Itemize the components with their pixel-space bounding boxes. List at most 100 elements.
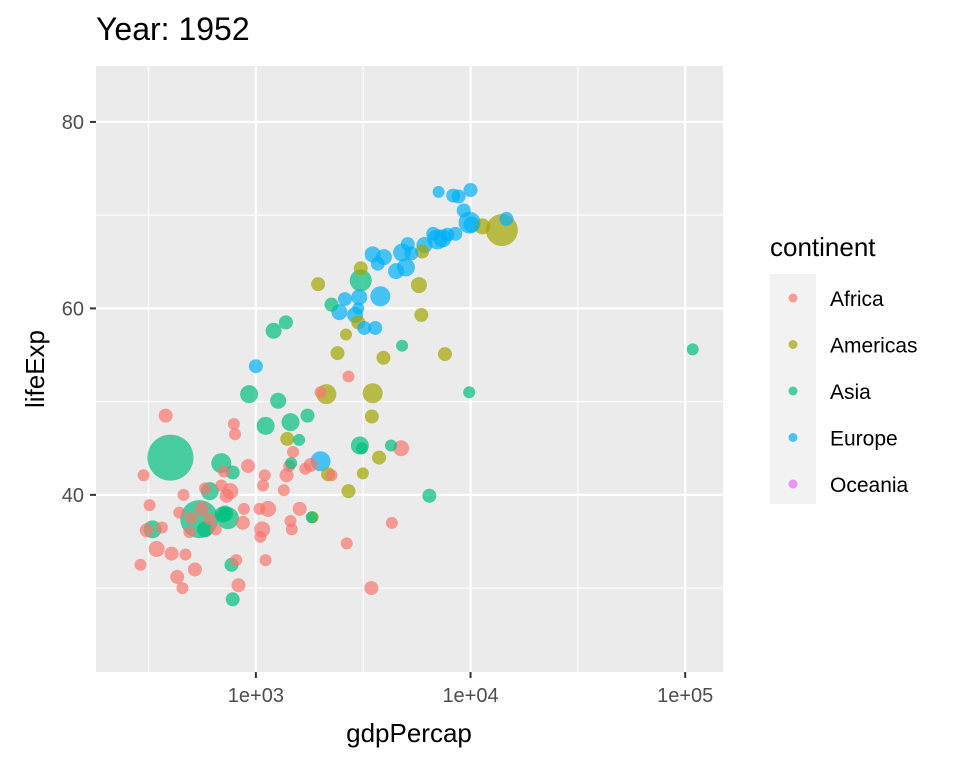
point-asia (422, 488, 437, 503)
point-europe (357, 320, 372, 335)
point-americas (437, 347, 452, 362)
point-africa (203, 513, 216, 526)
point-asia (197, 521, 214, 538)
point-africa (285, 523, 298, 536)
point-africa (148, 540, 165, 557)
point-asia (300, 408, 315, 423)
point-europe (463, 182, 478, 197)
point-africa (199, 482, 212, 495)
point-africa (137, 469, 150, 482)
point-africa (187, 562, 202, 577)
point-europe (448, 226, 463, 241)
point-europe (463, 216, 480, 233)
point-africa (209, 523, 222, 536)
point-europe (456, 203, 471, 218)
y-axis-ticks: 40 60 80 (62, 112, 96, 507)
point-europe (248, 359, 263, 374)
plot-panel (96, 66, 723, 672)
point-africa (254, 530, 267, 543)
point-africa (173, 506, 186, 519)
point-africa (235, 515, 250, 530)
legend-label-europe: Europe (830, 428, 898, 451)
y-tick-label: 40 (62, 485, 84, 507)
x-axis-ticks: 1e+03 1e+04 1e+05 (228, 672, 713, 707)
point-africa (177, 488, 190, 501)
point-asia (256, 416, 275, 435)
legend-key-americas (788, 340, 798, 349)
point-europe (404, 246, 419, 261)
point-asia (686, 343, 699, 356)
point-americas (410, 277, 427, 294)
point-africa (292, 501, 307, 516)
point-asia (324, 297, 339, 312)
point-europe (337, 292, 352, 307)
grid-minor (96, 66, 723, 672)
point-africa (299, 462, 312, 475)
point-asia (349, 269, 372, 292)
point-asia (270, 392, 287, 409)
legend-key-asia (788, 386, 798, 396)
legend-key-africa (788, 293, 798, 303)
point-africa (139, 523, 154, 538)
point-africa (219, 488, 234, 503)
point-americas (341, 484, 356, 499)
point-africa (342, 370, 355, 383)
legend-title: continent (770, 232, 876, 262)
point-africa (340, 537, 353, 550)
point-asia (240, 385, 259, 404)
point-africa (215, 479, 228, 492)
point-africa (183, 526, 196, 539)
y-tick-label: 60 (62, 298, 84, 320)
point-africa (158, 408, 173, 423)
point-europe (352, 302, 365, 315)
point-europe (370, 286, 391, 307)
y-tick-label: 80 (62, 112, 84, 134)
point-africa (364, 581, 379, 596)
point-africa (287, 445, 300, 458)
point-asia (278, 315, 293, 330)
point-africa (230, 554, 243, 567)
point-americas (415, 244, 430, 259)
point-africa (176, 582, 189, 595)
point-africa (227, 418, 240, 431)
point-asia (265, 322, 282, 339)
point-americas (353, 261, 368, 276)
legend-key-europe (788, 433, 798, 442)
point-africa (257, 479, 270, 492)
point-europe (351, 289, 368, 306)
legend-key-oceania (788, 479, 798, 489)
x-tick-label: 1e+04 (442, 685, 498, 707)
point-americas (280, 431, 295, 446)
point-africa (258, 469, 271, 482)
legend-label-asia: Asia (830, 381, 871, 404)
point-asia (285, 457, 298, 470)
legend-label-americas: Americas (830, 335, 918, 358)
point-africa (253, 502, 266, 515)
point-africa (155, 521, 168, 534)
point-americas (356, 467, 369, 480)
point-africa (229, 428, 242, 441)
x-tick-label: 1e+03 (228, 685, 284, 707)
point-europe (370, 256, 385, 271)
legend-entries: Africa Americas Asia Europe Oceania (788, 288, 918, 497)
point-africa (393, 440, 410, 457)
point-europe (368, 320, 383, 335)
point-asia (396, 339, 409, 352)
chart-title: Year: 1952 (96, 11, 250, 47)
point-africa (385, 516, 398, 529)
point-africa (277, 484, 290, 497)
point-asia (355, 442, 368, 455)
point-europe (451, 189, 466, 204)
point-africa (260, 500, 277, 517)
point-africa (314, 386, 327, 399)
point-americas (311, 277, 326, 292)
point-africa (164, 546, 179, 561)
point-africa (134, 558, 147, 571)
point-asia (217, 505, 234, 522)
point-asia (463, 386, 476, 399)
data-points (134, 182, 699, 607)
point-asia (293, 433, 306, 446)
point-asia (225, 592, 240, 607)
point-africa (237, 502, 250, 515)
